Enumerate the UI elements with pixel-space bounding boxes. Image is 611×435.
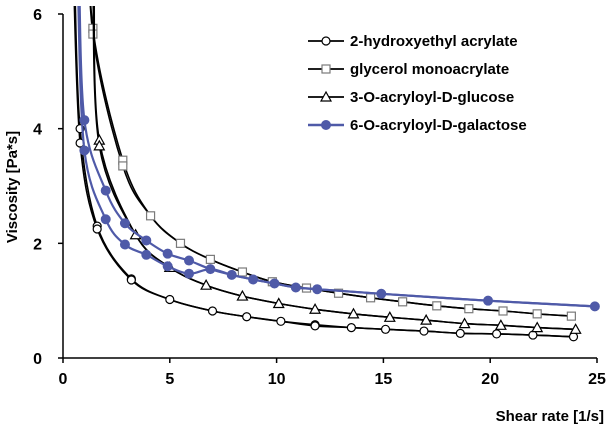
- x-tick-label: 15: [375, 371, 393, 388]
- series-1: [73, 6, 579, 342]
- data-point: [126, 275, 136, 285]
- data-point: [184, 255, 195, 266]
- data-point: [380, 324, 391, 334]
- data-point: [483, 295, 494, 306]
- data-point: [498, 306, 508, 316]
- data-point: [269, 278, 280, 289]
- data-point: [458, 317, 471, 329]
- data-point: [383, 311, 396, 322]
- data-point: [455, 328, 465, 338]
- data-point: [528, 330, 538, 340]
- data-point: [119, 218, 130, 229]
- data-point: [92, 224, 102, 234]
- axes: [62, 14, 597, 359]
- data-point: [346, 323, 356, 333]
- data-point: [118, 161, 128, 171]
- x-axis-title: Shear rate [1/s]: [496, 408, 604, 425]
- x-tick-label: 5: [165, 371, 174, 388]
- legend: 2-hydroxyethyl acrylate glycerol monoacry…: [302, 27, 586, 143]
- data-point: [309, 303, 322, 314]
- legend-label: 6-O-acryloyl-D-galactose: [350, 117, 527, 134]
- data-point: [531, 321, 544, 333]
- data-point: [242, 312, 252, 322]
- data-point: [290, 282, 301, 293]
- plot-area: [73, 6, 600, 342]
- data-point: [205, 264, 216, 275]
- data-point: [184, 268, 195, 279]
- data-point: [532, 309, 542, 319]
- data-point: [100, 185, 111, 196]
- legend-marker: [319, 90, 333, 102]
- data-point: [207, 306, 218, 316]
- legend-marker: [321, 119, 332, 130]
- data-point: [568, 332, 579, 342]
- data-point: [79, 115, 90, 126]
- series-line: [92, 6, 576, 331]
- x-tick-label: 0: [59, 371, 68, 388]
- data-point: [589, 301, 600, 312]
- legend-item: 2-hydroxyethyl acrylate: [308, 33, 518, 50]
- legend-box: [302, 27, 586, 143]
- data-point: [420, 313, 433, 325]
- data-point: [492, 329, 502, 339]
- data-point: [100, 214, 111, 225]
- data-point: [272, 297, 285, 309]
- legend-marker: [321, 36, 331, 46]
- y-tick-label: 2: [33, 236, 42, 253]
- y-axis-title: Viscosity [Pa*s]: [4, 131, 21, 243]
- data-point: [141, 249, 152, 260]
- legend-label: 2-hydroxyethyl acrylate: [350, 33, 518, 50]
- y-tick-label: 4: [33, 122, 42, 139]
- data-point: [205, 254, 215, 264]
- data-point: [276, 316, 286, 326]
- series-4: [77, 6, 600, 312]
- data-point: [236, 289, 249, 301]
- y-tick-label: 6: [33, 7, 42, 24]
- data-point: [419, 326, 429, 336]
- data-point: [226, 269, 237, 280]
- data-point: [200, 278, 213, 290]
- data-point: [248, 274, 259, 285]
- x-tick-label: 10: [268, 371, 286, 388]
- data-point: [79, 145, 90, 156]
- data-point: [347, 307, 360, 319]
- legend-item: glycerol monoacrylate: [308, 61, 509, 78]
- legend-label: glycerol monoacrylate: [350, 61, 509, 78]
- data-point: [432, 301, 442, 311]
- data-point: [333, 288, 344, 298]
- data-point: [162, 261, 173, 272]
- data-point: [93, 139, 106, 151]
- data-point: [119, 239, 130, 250]
- x-tick-label: 25: [588, 371, 606, 388]
- data-point: [162, 248, 173, 259]
- data-point: [310, 321, 320, 331]
- data-point: [566, 311, 576, 321]
- data-point: [494, 319, 507, 330]
- data-point: [376, 288, 387, 299]
- legend-item: 6-O-acryloyl-D-galactose: [308, 117, 527, 134]
- data-point: [398, 297, 408, 307]
- data-point: [464, 304, 474, 314]
- data-point: [145, 211, 156, 221]
- data-point: [141, 235, 152, 246]
- legend-marker: [321, 64, 331, 74]
- y-tick-label: 0: [33, 351, 42, 368]
- data-point: [312, 284, 323, 295]
- data-point: [175, 238, 186, 248]
- legend-item: 3-O-acryloyl-D-glucose: [308, 89, 514, 106]
- x-tick-label: 20: [481, 371, 499, 388]
- legend-label: 3-O-acryloyl-D-glucose: [350, 89, 514, 106]
- data-point: [165, 294, 175, 305]
- x-ticks: 0 5 10 15 20 25: [59, 358, 606, 388]
- data-point: [569, 323, 582, 334]
- data-point: [237, 267, 248, 277]
- y-ticks: 0 2 4 6: [33, 7, 63, 368]
- data-point: [365, 293, 376, 303]
